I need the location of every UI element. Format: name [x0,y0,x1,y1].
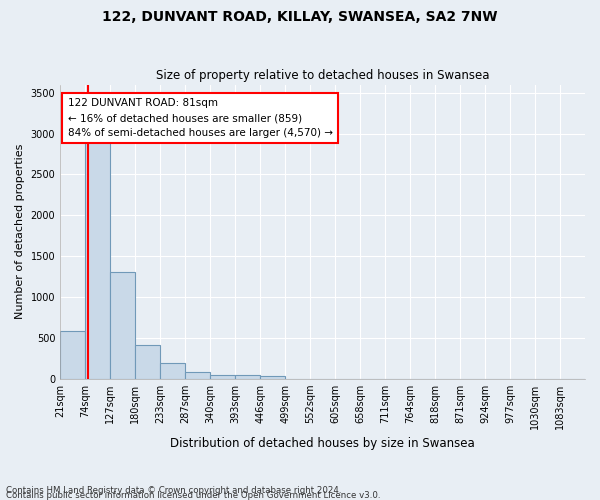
Text: 122 DUNVANT ROAD: 81sqm
← 16% of detached houses are smaller (859)
84% of semi-d: 122 DUNVANT ROAD: 81sqm ← 16% of detache… [68,98,332,138]
Text: Contains HM Land Registry data © Crown copyright and database right 2024.: Contains HM Land Registry data © Crown c… [6,486,341,495]
Bar [260,376,285,378]
Bar [85,140,110,378]
Text: Contains public sector information licensed under the Open Government Licence v3: Contains public sector information licen… [6,491,380,500]
Bar [185,372,210,378]
Title: Size of property relative to detached houses in Swansea: Size of property relative to detached ho… [156,69,490,82]
Bar [210,374,235,378]
Bar [60,331,85,378]
Y-axis label: Number of detached properties: Number of detached properties [15,144,25,319]
Bar [135,344,160,378]
Bar [110,272,135,378]
X-axis label: Distribution of detached houses by size in Swansea: Distribution of detached houses by size … [170,437,475,450]
Text: 122, DUNVANT ROAD, KILLAY, SWANSEA, SA2 7NW: 122, DUNVANT ROAD, KILLAY, SWANSEA, SA2 … [102,10,498,24]
Bar [235,376,260,378]
Bar [160,364,185,378]
